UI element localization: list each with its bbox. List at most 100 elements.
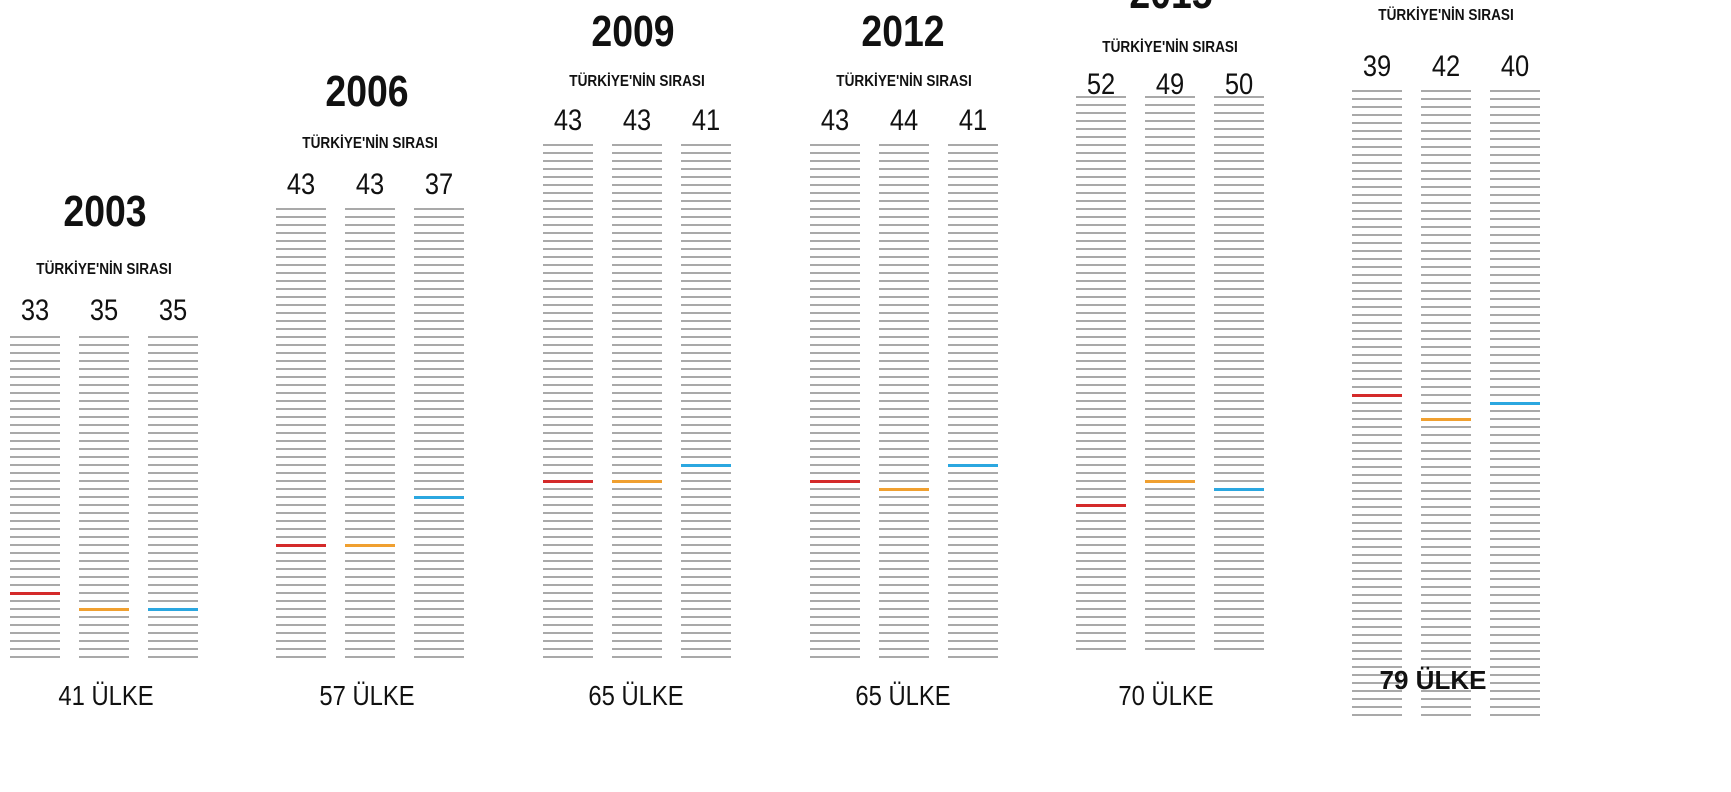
country-line: [79, 448, 129, 450]
country-line: [948, 304, 998, 306]
country-line: [79, 616, 129, 618]
country-line: [1490, 170, 1540, 172]
country-line: [1421, 498, 1471, 500]
country-line: [1145, 256, 1195, 258]
country-line: [345, 280, 395, 282]
country-line: [810, 464, 860, 466]
country-line: [1490, 490, 1540, 492]
country-line: [79, 568, 129, 570]
country-line: [612, 192, 662, 194]
country-line: [612, 224, 662, 226]
country-line: [1145, 416, 1195, 418]
country-line: [612, 368, 662, 370]
country-line: [1076, 344, 1126, 346]
country-line: [948, 608, 998, 610]
country-line: [612, 296, 662, 298]
ranking-column: [345, 208, 395, 659]
country-line: [1352, 714, 1402, 716]
country-line: [1145, 408, 1195, 410]
country-line: [681, 368, 731, 370]
country-line: [543, 544, 593, 546]
country-line: [1352, 242, 1402, 244]
country-line: [79, 472, 129, 474]
country-line: [810, 488, 860, 490]
country-line: [1352, 706, 1402, 708]
turkey-rank-marker: [612, 480, 662, 483]
country-line: [1145, 552, 1195, 554]
country-line: [1490, 90, 1540, 92]
country-line: [345, 424, 395, 426]
country-line: [1076, 200, 1126, 202]
country-line: [612, 336, 662, 338]
country-line: [543, 616, 593, 618]
country-line: [1214, 496, 1264, 498]
country-line: [1214, 632, 1264, 634]
country-line: [1214, 200, 1264, 202]
country-line: [1490, 322, 1540, 324]
year-heading: 2003: [63, 187, 147, 236]
country-line: [543, 248, 593, 250]
country-line: [543, 384, 593, 386]
country-line: [543, 400, 593, 402]
country-line: [10, 552, 60, 554]
country-line: [948, 216, 998, 218]
country-line: [543, 528, 593, 530]
country-line: [810, 152, 860, 154]
country-line: [948, 400, 998, 402]
country-line: [948, 200, 998, 202]
country-line: [879, 288, 929, 290]
country-line: [879, 392, 929, 394]
country-line: [1421, 330, 1471, 332]
country-line: [810, 648, 860, 650]
country-line: [79, 504, 129, 506]
country-line: [1421, 674, 1471, 676]
country-line: [1490, 618, 1540, 620]
country-line: [612, 640, 662, 642]
country-line: [1490, 354, 1540, 356]
country-line: [1145, 496, 1195, 498]
country-line: [1490, 298, 1540, 300]
country-line: [1352, 466, 1402, 468]
country-line: [1145, 184, 1195, 186]
country-line: [276, 504, 326, 506]
country-line: [543, 640, 593, 642]
country-line: [681, 552, 731, 554]
country-line: [948, 648, 998, 650]
country-line: [79, 424, 129, 426]
country-line: [1352, 330, 1402, 332]
country-line: [148, 472, 198, 474]
country-line: [879, 224, 929, 226]
country-line: [10, 568, 60, 570]
country-line: [948, 416, 998, 418]
country-line: [810, 352, 860, 354]
country-line: [1421, 242, 1471, 244]
country-line: [1076, 224, 1126, 226]
country-line: [345, 576, 395, 578]
country-line: [10, 488, 60, 490]
country-line: [79, 408, 129, 410]
country-line: [948, 656, 998, 658]
country-line: [1352, 170, 1402, 172]
turkey-rank-marker: [1352, 394, 1402, 397]
country-line: [10, 608, 60, 610]
country-line: [414, 552, 464, 554]
country-line: [414, 400, 464, 402]
country-line: [1145, 136, 1195, 138]
country-line: [948, 224, 998, 226]
country-line: [879, 496, 929, 498]
country-line: [414, 640, 464, 642]
country-line: [79, 416, 129, 418]
country-line: [345, 336, 395, 338]
country-line: [414, 344, 464, 346]
country-line: [1214, 96, 1264, 98]
country-line: [681, 592, 731, 594]
country-line: [79, 640, 129, 642]
country-line: [1490, 194, 1540, 196]
country-line: [79, 600, 129, 602]
country-line: [1352, 402, 1402, 404]
country-line: [10, 384, 60, 386]
country-line: [681, 328, 731, 330]
country-line: [1421, 466, 1471, 468]
country-line: [612, 176, 662, 178]
country-line: [681, 360, 731, 362]
